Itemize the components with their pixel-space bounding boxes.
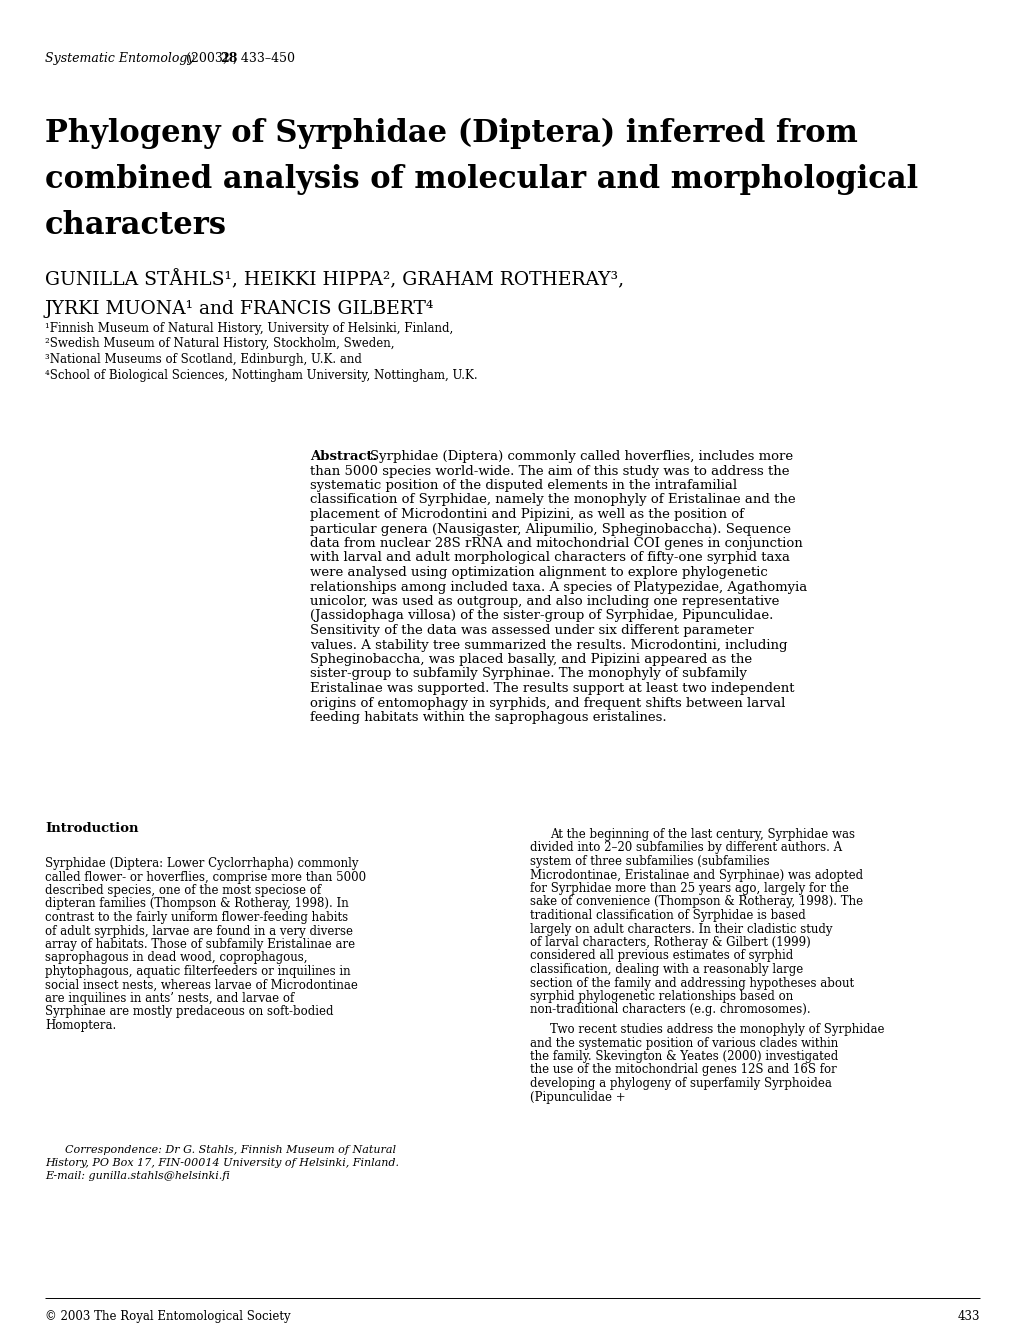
Text: of larval characters, Rotheray & Gilbert (1999): of larval characters, Rotheray & Gilbert… — [530, 937, 810, 949]
Text: systematic position of the disputed elements in the intrafamilial: systematic position of the disputed elem… — [310, 478, 737, 492]
Text: are inquilines in ants’ nests, and larvae of: are inquilines in ants’ nests, and larva… — [45, 992, 293, 1005]
Text: section of the family and addressing hypotheses about: section of the family and addressing hyp… — [530, 977, 853, 989]
Text: Homoptera.: Homoptera. — [45, 1018, 116, 1032]
Text: Syrphidae (Diptera) commonly called hoverflies, includes more: Syrphidae (Diptera) commonly called hove… — [370, 450, 793, 464]
Text: called flower- or hoverflies, comprise more than 5000: called flower- or hoverflies, comprise m… — [45, 871, 366, 883]
Text: Abstract.: Abstract. — [310, 450, 377, 464]
Text: non-traditional characters (e.g. chromosomes).: non-traditional characters (e.g. chromos… — [530, 1004, 810, 1017]
Text: Phylogeny of Syrphidae (Diptera) inferred from: Phylogeny of Syrphidae (Diptera) inferre… — [45, 118, 857, 149]
Text: traditional classification of Syrphidae is based: traditional classification of Syrphidae … — [530, 909, 805, 922]
Text: Sensitivity of the data was assessed under six different parameter: Sensitivity of the data was assessed und… — [310, 624, 753, 636]
Text: 28: 28 — [220, 52, 237, 66]
Text: ¹Finnish Museum of Natural History, University of Helsinki, Finland,: ¹Finnish Museum of Natural History, Univ… — [45, 322, 452, 335]
Text: the family. Skevington & Yeates (2000) investigated: the family. Skevington & Yeates (2000) i… — [530, 1051, 838, 1063]
Text: data from nuclear 28S rRNA and mitochondrial COI genes in conjunction: data from nuclear 28S rRNA and mitochond… — [310, 537, 802, 549]
Text: ⁴School of Biological Sciences, Nottingham University, Nottingham, U.K.: ⁴School of Biological Sciences, Nottingh… — [45, 369, 477, 382]
Text: particular genera (Nausigaster, Alipumilio, Spheginobaccha). Sequence: particular genera (Nausigaster, Alipumil… — [310, 523, 790, 536]
Text: social insect nests, whereas larvae of Microdontinae: social insect nests, whereas larvae of M… — [45, 978, 358, 992]
Text: sister-group to subfamily Syrphinae. The monophyly of subfamily: sister-group to subfamily Syrphinae. The… — [310, 667, 746, 681]
Text: described species, one of the most speciose of: described species, one of the most speci… — [45, 884, 321, 896]
Text: classification of Syrphidae, namely the monophyly of Eristalinae and the: classification of Syrphidae, namely the … — [310, 493, 795, 507]
Text: At the beginning of the last century, Syrphidae was: At the beginning of the last century, Sy… — [549, 828, 854, 842]
Text: Systematic Entomology: Systematic Entomology — [45, 52, 195, 66]
Text: GUNILLA STÅHLS¹, HEIKKI HIPPA², GRAHAM ROTHERAY³,: GUNILLA STÅHLS¹, HEIKKI HIPPA², GRAHAM R… — [45, 269, 624, 289]
Text: values. A stability tree summarized the results. Microdontini, including: values. A stability tree summarized the … — [310, 638, 787, 651]
Text: of adult syrphids, larvae are found in a very diverse: of adult syrphids, larvae are found in a… — [45, 925, 353, 938]
Text: origins of entomophagy in syrphids, and frequent shifts between larval: origins of entomophagy in syrphids, and … — [310, 697, 785, 709]
Text: characters: characters — [45, 210, 227, 241]
Text: , 433–450: , 433–450 — [232, 52, 294, 66]
Text: unicolor, was used as outgroup, and also including one representative: unicolor, was used as outgroup, and also… — [310, 595, 779, 608]
Text: the use of the mitochondrial genes 12S and 16S for: the use of the mitochondrial genes 12S a… — [530, 1064, 836, 1076]
Text: E-mail: gunilla.stahls@helsinki.fi: E-mail: gunilla.stahls@helsinki.fi — [45, 1171, 229, 1181]
Text: largely on adult characters. In their cladistic study: largely on adult characters. In their cl… — [530, 922, 832, 935]
Text: Spheginobaccha, was placed basally, and Pipizini appeared as the: Spheginobaccha, was placed basally, and … — [310, 653, 751, 666]
Text: considered all previous estimates of syrphid: considered all previous estimates of syr… — [530, 950, 793, 962]
Text: relationships among included taxa. A species of Platypezidae, Agathomyia: relationships among included taxa. A spe… — [310, 580, 806, 594]
Text: Introduction: Introduction — [45, 821, 139, 835]
Text: Syrphidae (Diptera: Lower Cyclorrhapha) commonly: Syrphidae (Diptera: Lower Cyclorrhapha) … — [45, 858, 358, 870]
Text: sake of convenience (Thompson & Rotheray, 1998). The: sake of convenience (Thompson & Rotheray… — [530, 895, 862, 909]
Text: (2003): (2003) — [181, 52, 231, 66]
Text: phytophagous, aquatic filterfeeders or inquilines in: phytophagous, aquatic filterfeeders or i… — [45, 965, 351, 978]
Text: (Pipunculidae +: (Pipunculidae + — [530, 1091, 625, 1104]
Text: Syrphinae are mostly predaceous on soft-bodied: Syrphinae are mostly predaceous on soft-… — [45, 1005, 333, 1018]
Text: JYRKI MUONA¹ and FRANCIS GILBERT⁴: JYRKI MUONA¹ and FRANCIS GILBERT⁴ — [45, 300, 434, 318]
Text: dipteran families (Thompson & Rotheray, 1998). In: dipteran families (Thompson & Rotheray, … — [45, 898, 348, 910]
Text: Microdontinae, Eristalinae and Syrphinae) was adopted: Microdontinae, Eristalinae and Syrphinae… — [530, 868, 862, 882]
Text: were analysed using optimization alignment to explore phylogenetic: were analysed using optimization alignme… — [310, 565, 767, 579]
Text: (Jassidophaga villosa) of the sister-group of Syrphidae, Pipunculidae.: (Jassidophaga villosa) of the sister-gro… — [310, 610, 772, 623]
Text: Two recent studies address the monophyly of Syrphidae: Two recent studies address the monophyly… — [549, 1022, 883, 1036]
Text: ²Swedish Museum of Natural History, Stockholm, Sweden,: ²Swedish Museum of Natural History, Stoc… — [45, 338, 394, 351]
Text: classification, dealing with a reasonably large: classification, dealing with a reasonabl… — [530, 963, 803, 976]
Text: with larval and adult morphological characters of fifty-one syrphid taxa: with larval and adult morphological char… — [310, 552, 790, 564]
Text: array of habitats. Those of subfamily Eristalinae are: array of habitats. Those of subfamily Er… — [45, 938, 355, 951]
Text: and the systematic position of various clades within: and the systematic position of various c… — [530, 1037, 838, 1049]
Text: © 2003 The Royal Entomological Society: © 2003 The Royal Entomological Society — [45, 1311, 290, 1323]
Text: system of three subfamilies (subfamilies: system of three subfamilies (subfamilies — [530, 855, 769, 868]
Text: divided into 2–20 subfamilies by different authors. A: divided into 2–20 subfamilies by differe… — [530, 842, 842, 855]
Text: saprophagous in dead wood, coprophagous,: saprophagous in dead wood, coprophagous, — [45, 951, 307, 965]
Text: developing a phylogeny of superfamily Syrphoidea: developing a phylogeny of superfamily Sy… — [530, 1077, 832, 1089]
Text: Correspondence: Dr G. Stahls, Finnish Museum of Natural: Correspondence: Dr G. Stahls, Finnish Mu… — [65, 1144, 395, 1155]
Text: for Syrphidae more than 25 years ago, largely for the: for Syrphidae more than 25 years ago, la… — [530, 882, 848, 895]
Text: 433: 433 — [957, 1311, 979, 1323]
Text: Eristalinae was supported. The results support at least two independent: Eristalinae was supported. The results s… — [310, 682, 794, 695]
Text: contrast to the fairly uniform flower-feeding habits: contrast to the fairly uniform flower-fe… — [45, 911, 347, 925]
Text: History, PO Box 17, FIN-00014 University of Helsinki, Finland.: History, PO Box 17, FIN-00014 University… — [45, 1158, 398, 1168]
Text: feeding habitats within the saprophagous eristalines.: feeding habitats within the saprophagous… — [310, 712, 666, 724]
Text: combined analysis of molecular and morphological: combined analysis of molecular and morph… — [45, 163, 917, 196]
Text: syrphid phylogenetic relationships based on: syrphid phylogenetic relationships based… — [530, 990, 793, 1004]
Text: than 5000 species world-wide. The aim of this study was to address the: than 5000 species world-wide. The aim of… — [310, 465, 789, 477]
Text: ³National Museums of Scotland, Edinburgh, U.K. and: ³National Museums of Scotland, Edinburgh… — [45, 352, 362, 366]
Text: placement of Microdontini and Pipizini, as well as the position of: placement of Microdontini and Pipizini, … — [310, 508, 743, 521]
